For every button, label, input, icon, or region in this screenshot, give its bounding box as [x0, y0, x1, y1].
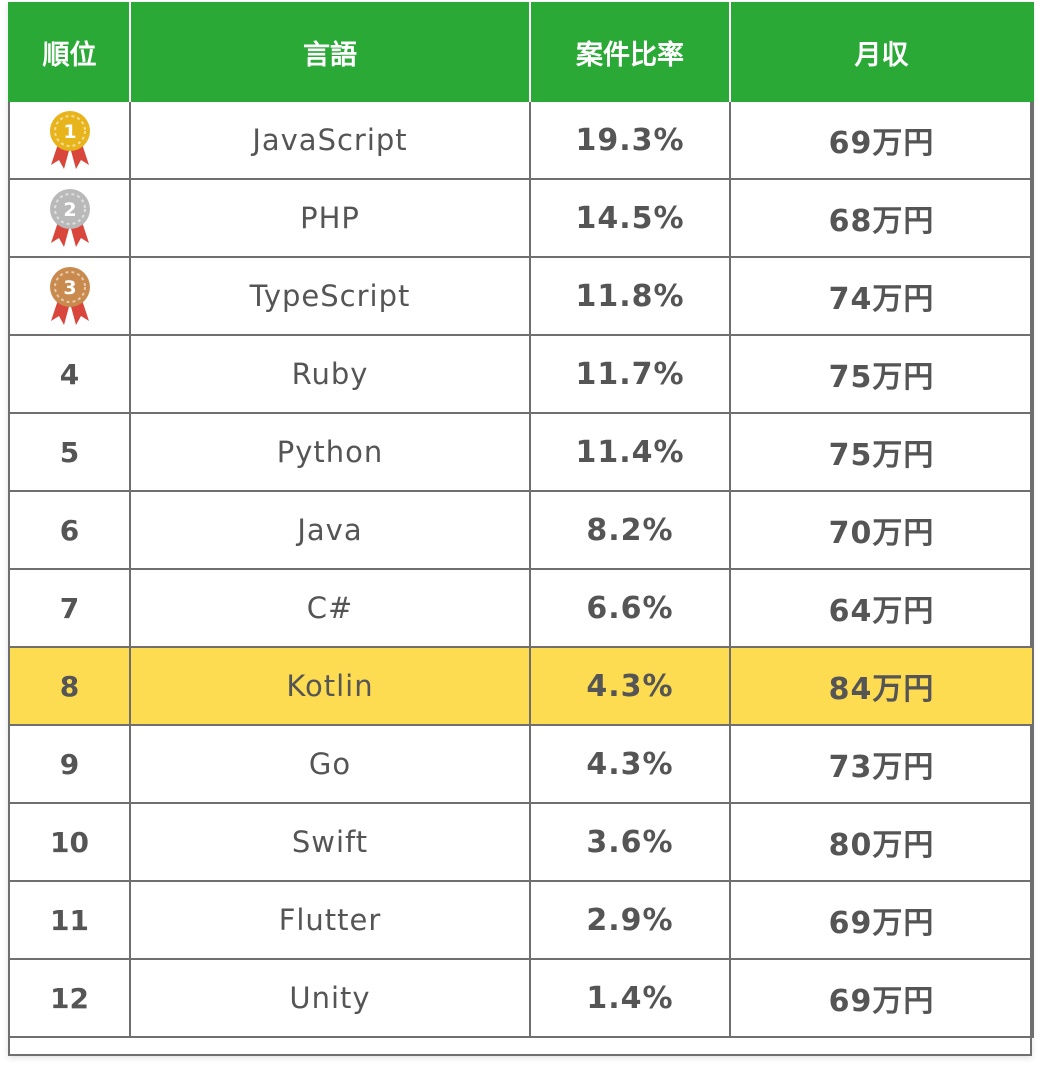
share-cell: 6.6% — [529, 568, 731, 648]
share-cell: 1.4% — [529, 958, 731, 1038]
share-cell: 11.7% — [529, 334, 731, 414]
income-cell: 84万円 — [729, 646, 1034, 726]
income-cell: 74万円 — [729, 256, 1034, 336]
share-cell: 4.3% — [529, 646, 731, 726]
bronze-medal-icon: 3 — [49, 267, 90, 325]
language-cell: Java — [129, 490, 531, 570]
ranking-table-container: 順位 言語 案件比率 月収 1 JavaScript 19.3% 69万円 2 PHP 14… — [8, 2, 1034, 1056]
income-cell: 68万円 — [729, 178, 1034, 258]
share-cell: 11.4% — [529, 412, 731, 492]
rank-cell: 5 — [8, 412, 131, 492]
rank-cell: 3 — [8, 256, 131, 336]
income-cell: 73万円 — [729, 724, 1034, 804]
rank-cell: 10 — [8, 802, 131, 882]
share-cell: 3.6% — [529, 802, 731, 882]
income-cell: 70万円 — [729, 490, 1034, 570]
table-row: 5 Python 11.4% 75万円 — [8, 412, 1034, 492]
table-row: 1 JavaScript 19.3% 69万円 — [8, 102, 1034, 180]
rank-cell: 8 — [8, 646, 131, 726]
language-cell: C# — [129, 568, 531, 648]
table-row: 8 Kotlin 4.3% 84万円 — [8, 646, 1034, 726]
share-cell: 8.2% — [529, 490, 731, 570]
header-income: 月収 — [729, 2, 1034, 102]
table-row: 10 Swift 3.6% 80万円 — [8, 802, 1034, 882]
rank-cell: 11 — [8, 880, 131, 960]
share-cell: 19.3% — [529, 102, 731, 180]
income-cell: 75万円 — [729, 412, 1034, 492]
share-cell: 14.5% — [529, 178, 731, 258]
language-ranking-table: 順位 言語 案件比率 月収 1 JavaScript 19.3% 69万円 2 PHP 14… — [8, 2, 1034, 1038]
table-row: 11 Flutter 2.9% 69万円 — [8, 880, 1034, 960]
language-cell: JavaScript — [129, 102, 531, 180]
language-cell: Ruby — [129, 334, 531, 414]
share-cell: 4.3% — [529, 724, 731, 804]
language-cell: PHP — [129, 178, 531, 258]
rank-cell: 12 — [8, 958, 131, 1038]
table-header: 順位 言語 案件比率 月収 — [8, 2, 1034, 102]
table-row: 9 Go 4.3% 73万円 — [8, 724, 1034, 804]
svg-text:1: 1 — [63, 121, 76, 143]
rank-cell: 6 — [8, 490, 131, 570]
income-cell: 69万円 — [729, 880, 1034, 960]
income-cell: 80万円 — [729, 802, 1034, 882]
language-cell: Unity — [129, 958, 531, 1038]
rank-cell: 7 — [8, 568, 131, 648]
rank-cell: 9 — [8, 724, 131, 804]
table-row: 7 C# 6.6% 64万円 — [8, 568, 1034, 648]
table-row: 2 PHP 14.5% 68万円 — [8, 178, 1034, 258]
income-cell: 75万円 — [729, 334, 1034, 414]
header-rank: 順位 — [8, 2, 131, 102]
share-cell: 2.9% — [529, 880, 731, 960]
income-cell: 64万円 — [729, 568, 1034, 648]
silver-medal-icon: 2 — [49, 189, 90, 247]
header-share: 案件比率 — [529, 2, 731, 102]
language-cell: Kotlin — [129, 646, 531, 726]
rank-cell: 2 — [8, 178, 131, 258]
share-cell: 11.8% — [529, 256, 731, 336]
header-row: 順位 言語 案件比率 月収 — [8, 2, 1034, 102]
language-cell: Go — [129, 724, 531, 804]
income-cell: 69万円 — [729, 958, 1034, 1038]
header-language: 言語 — [129, 2, 531, 102]
gold-medal-icon: 1 — [49, 111, 90, 169]
svg-text:3: 3 — [63, 277, 76, 299]
rank-cell: 1 — [8, 102, 131, 180]
svg-text:2: 2 — [63, 199, 76, 221]
table-row: 4 Ruby 11.7% 75万円 — [8, 334, 1034, 414]
language-cell: Flutter — [129, 880, 531, 960]
language-cell: Python — [129, 412, 531, 492]
rank-cell: 4 — [8, 334, 131, 414]
language-cell: TypeScript — [129, 256, 531, 336]
income-cell: 69万円 — [729, 102, 1034, 180]
table-row: 3 TypeScript 11.8% 74万円 — [8, 256, 1034, 336]
table-body: 1 JavaScript 19.3% 69万円 2 PHP 14.5% 68万円 3 TypeSc… — [8, 102, 1034, 1038]
table-row: 6 Java 8.2% 70万円 — [8, 490, 1034, 570]
language-cell: Swift — [129, 802, 531, 882]
table-row: 12 Unity 1.4% 69万円 — [8, 958, 1034, 1038]
